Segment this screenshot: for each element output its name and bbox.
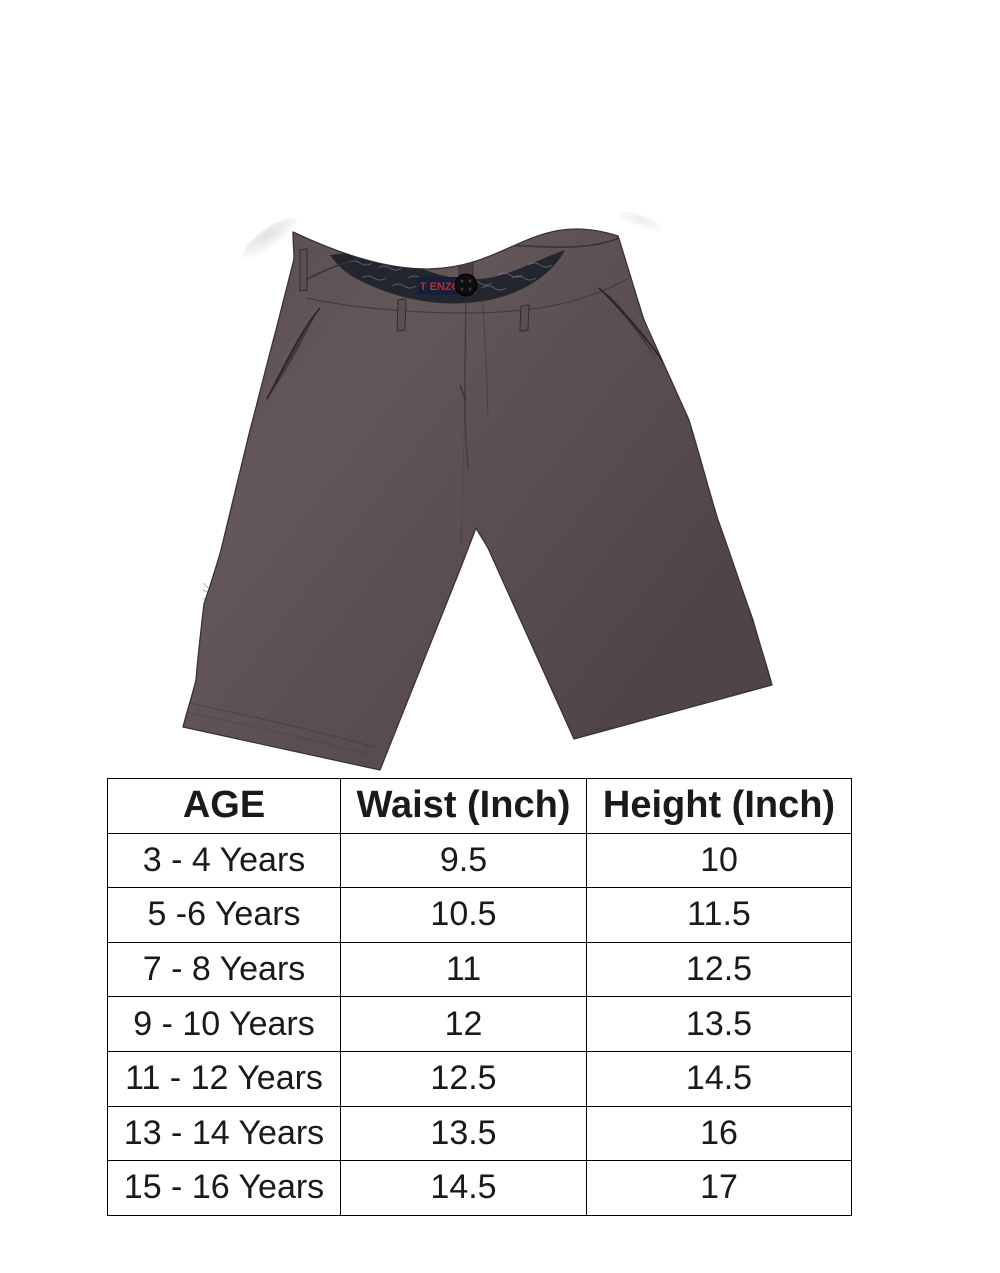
- svg-text:T ENZO: T ENZO: [420, 281, 461, 293]
